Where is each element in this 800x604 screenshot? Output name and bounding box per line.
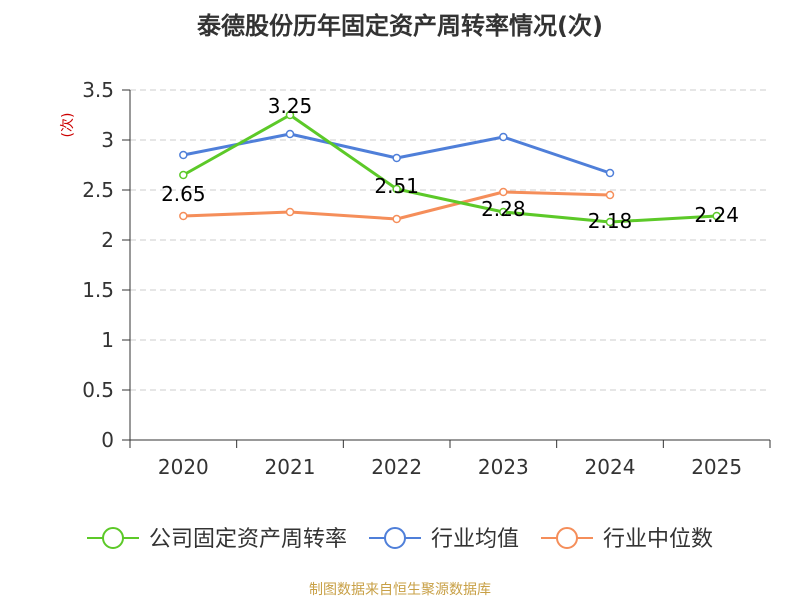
- x-tick-label: 2023: [478, 455, 529, 479]
- data-label: 2.28: [481, 197, 526, 221]
- y-tick-label: 1.5: [82, 278, 114, 302]
- data-point[interactable]: [392, 184, 401, 194]
- legend-marker: [556, 527, 578, 549]
- y-tick-label: 2.5: [82, 178, 114, 202]
- legend-label: 公司固定资产周转率: [149, 527, 347, 552]
- legend-label: 行业中位数: [603, 527, 713, 552]
- x-tick-label: 2020: [158, 455, 209, 479]
- data-point[interactable]: [605, 168, 615, 178]
- data-point[interactable]: [179, 211, 188, 221]
- x-tick-label: 2022: [371, 455, 422, 479]
- legend-item[interactable]: 行业中位数: [541, 527, 713, 552]
- data-point[interactable]: [392, 153, 401, 163]
- data-point[interactable]: [499, 132, 508, 142]
- data-point[interactable]: [179, 150, 188, 160]
- data-point[interactable]: [179, 170, 188, 180]
- data-point[interactable]: [392, 214, 401, 224]
- data-point[interactable]: [285, 129, 295, 139]
- data-point[interactable]: [285, 207, 295, 217]
- data-point[interactable]: [712, 211, 721, 221]
- data-label: 2.24: [694, 203, 739, 227]
- data-point[interactable]: [499, 207, 508, 217]
- chart-title: 泰德股份历年固定资产周转率情况(次): [197, 12, 603, 40]
- legend[interactable]: 公司固定资产周转率 行业均值 行业中位数: [87, 527, 713, 552]
- data-label: 2.51: [374, 174, 419, 198]
- legend-item[interactable]: 公司固定资产周转率: [87, 527, 347, 552]
- grid-lines: [130, 89, 770, 391]
- data-point[interactable]: [605, 190, 615, 200]
- legend-item[interactable]: 行业均值: [369, 527, 519, 552]
- x-tick-label: 2021: [265, 455, 316, 479]
- data-point[interactable]: [605, 217, 615, 227]
- y-tick-label: 3.5: [82, 78, 114, 102]
- legend-marker: [102, 527, 124, 549]
- y-tick-label: 0.5: [82, 378, 114, 402]
- data-label: 3.25: [268, 94, 313, 118]
- source-note: 制图数据来自恒生聚源数据库: [309, 582, 491, 598]
- data-labels: 2.65 3.25 2.51 2.28 2.18 2.24: [161, 94, 739, 233]
- y-tick-label: 3: [101, 128, 114, 152]
- series-line: [182, 113, 717, 224]
- y-axis-label: (次): [60, 113, 76, 138]
- data-point[interactable]: [499, 187, 508, 197]
- data-label: 2.18: [588, 209, 633, 233]
- series-lines: [179, 110, 721, 227]
- axes: 0 0.5 1 1.5 2 2.5 3 3.5 2020 2021 2022 2023 2024 2025: [82, 78, 771, 479]
- y-tick-label: 1: [101, 328, 114, 352]
- data-point[interactable]: [285, 110, 295, 120]
- data-label: 2.65: [161, 182, 206, 206]
- y-tick-label: 0: [101, 428, 114, 452]
- legend-label: 行业均值: [431, 527, 519, 552]
- legend-marker: [384, 527, 406, 549]
- x-tick-label: 2024: [585, 455, 636, 479]
- x-tick-label: 2025: [691, 455, 742, 479]
- y-tick-label: 2: [101, 228, 114, 252]
